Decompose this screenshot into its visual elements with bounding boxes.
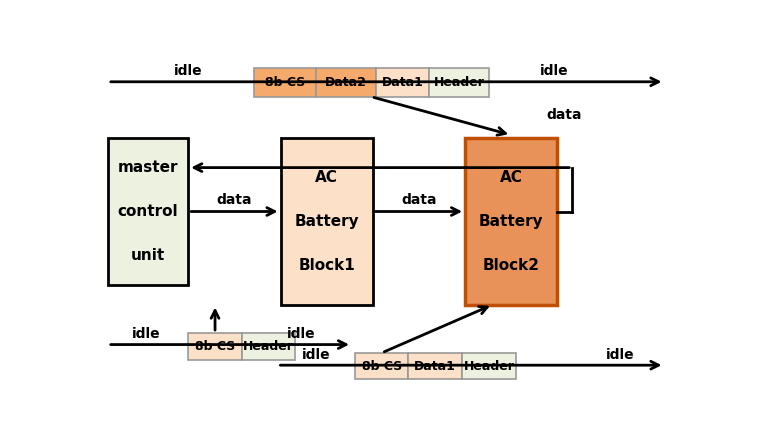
Text: data: data (401, 193, 437, 206)
Text: 8b CS: 8b CS (362, 360, 402, 373)
Text: data: data (547, 108, 582, 122)
FancyBboxPatch shape (409, 353, 462, 379)
FancyBboxPatch shape (280, 138, 372, 305)
Text: idle: idle (132, 327, 161, 341)
Text: idle: idle (287, 327, 316, 341)
FancyBboxPatch shape (108, 138, 188, 285)
Text: Data2: Data2 (325, 76, 367, 89)
Text: 8b CS: 8b CS (265, 76, 305, 89)
Text: Header: Header (463, 360, 515, 373)
Text: data: data (217, 193, 252, 206)
Text: Data1: Data1 (414, 360, 456, 373)
Text: AC

Battery

Block1: AC Battery Block1 (294, 170, 359, 273)
Text: Header: Header (243, 340, 294, 353)
Text: Header: Header (434, 76, 485, 89)
FancyBboxPatch shape (429, 68, 488, 97)
FancyBboxPatch shape (188, 333, 242, 359)
Text: idle: idle (174, 64, 203, 79)
FancyBboxPatch shape (355, 353, 409, 379)
Text: AC

Battery

Block2: AC Battery Block2 (478, 170, 544, 273)
FancyBboxPatch shape (253, 68, 316, 97)
Text: master

control

unit: master control unit (118, 159, 178, 264)
Text: 8b CS: 8b CS (195, 340, 235, 353)
Text: Data1: Data1 (382, 76, 423, 89)
FancyBboxPatch shape (242, 333, 296, 359)
Text: idle: idle (302, 348, 330, 362)
FancyBboxPatch shape (462, 353, 515, 379)
FancyBboxPatch shape (465, 138, 558, 305)
FancyBboxPatch shape (316, 68, 376, 97)
Text: idle: idle (605, 348, 634, 362)
Text: idle: idle (540, 64, 568, 79)
FancyBboxPatch shape (376, 68, 429, 97)
